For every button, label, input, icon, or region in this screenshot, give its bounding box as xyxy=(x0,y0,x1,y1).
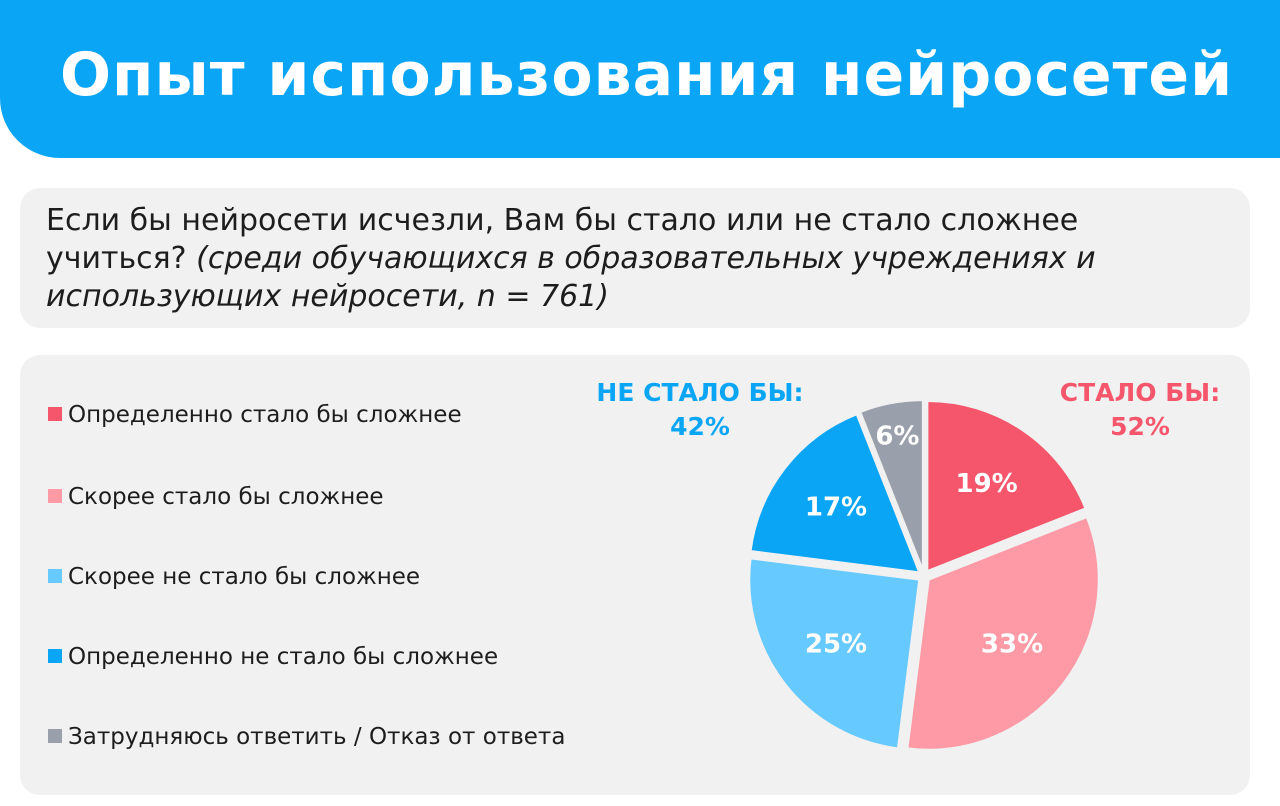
legend-item: Затрудняюсь ответить / Отказ от ответа xyxy=(48,724,565,750)
legend-label: Затрудняюсь ответить / Отказ от ответа xyxy=(68,724,566,750)
pie-slice-label: 6% xyxy=(875,422,919,452)
group-positive-value: 52% xyxy=(1110,412,1170,441)
legend-swatch xyxy=(48,649,62,663)
legend-label: Определенно стало бы сложнее xyxy=(68,402,462,428)
pie-slice-label: 19% xyxy=(955,469,1017,499)
legend-swatch xyxy=(48,489,62,503)
legend-swatch xyxy=(48,407,62,421)
page-title: Опыт использования нейросетей xyxy=(60,40,1234,110)
question-subtitle: (среди обучающихся в образовательных учр… xyxy=(46,241,1096,314)
group-negative-value: 42% xyxy=(670,412,730,441)
legend-swatch xyxy=(48,729,62,743)
pie-slice-label: 33% xyxy=(981,629,1043,659)
legend-item: Скорее стало бы сложнее xyxy=(48,484,384,510)
question-main: Если бы нейросети исчезли, Вам бы стало … xyxy=(46,203,1079,276)
pie-slice xyxy=(749,412,921,574)
group-negative-title: НЕ СТАЛО БЫ: xyxy=(596,378,804,407)
question-text: Если бы нейросети исчезли, Вам бы стало … xyxy=(46,202,1226,316)
question-panel: Если бы нейросети исчезли, Вам бы стало … xyxy=(20,188,1250,328)
pie-slice xyxy=(926,400,1087,573)
legend-item: Скорее не стало бы сложнее xyxy=(48,564,420,590)
legend-item: Определенно стало бы сложнее xyxy=(48,402,462,428)
group-label-negative: НЕ СТАЛО БЫ: 42% xyxy=(590,376,810,444)
pie-slice xyxy=(748,557,921,750)
pie-slice xyxy=(858,399,924,571)
legend-label: Скорее не стало бы сложнее xyxy=(68,564,421,590)
legend-label: Скорее стало бы сложнее xyxy=(68,484,384,510)
pie-slice xyxy=(906,515,1100,751)
legend-swatch xyxy=(48,569,62,583)
pie-slice-label: 17% xyxy=(805,493,867,523)
legend-label: Определенно не стало бы сложнее xyxy=(68,644,499,670)
legend-item: Определенно не стало бы сложнее xyxy=(48,644,498,670)
header-banner: Опыт использования нейросетей xyxy=(0,0,1280,158)
pie-slice-label: 25% xyxy=(805,629,867,659)
group-positive-title: СТАЛО БЫ: xyxy=(1059,378,1221,407)
group-label-positive: СТАЛО БЫ: 52% xyxy=(1040,376,1240,444)
